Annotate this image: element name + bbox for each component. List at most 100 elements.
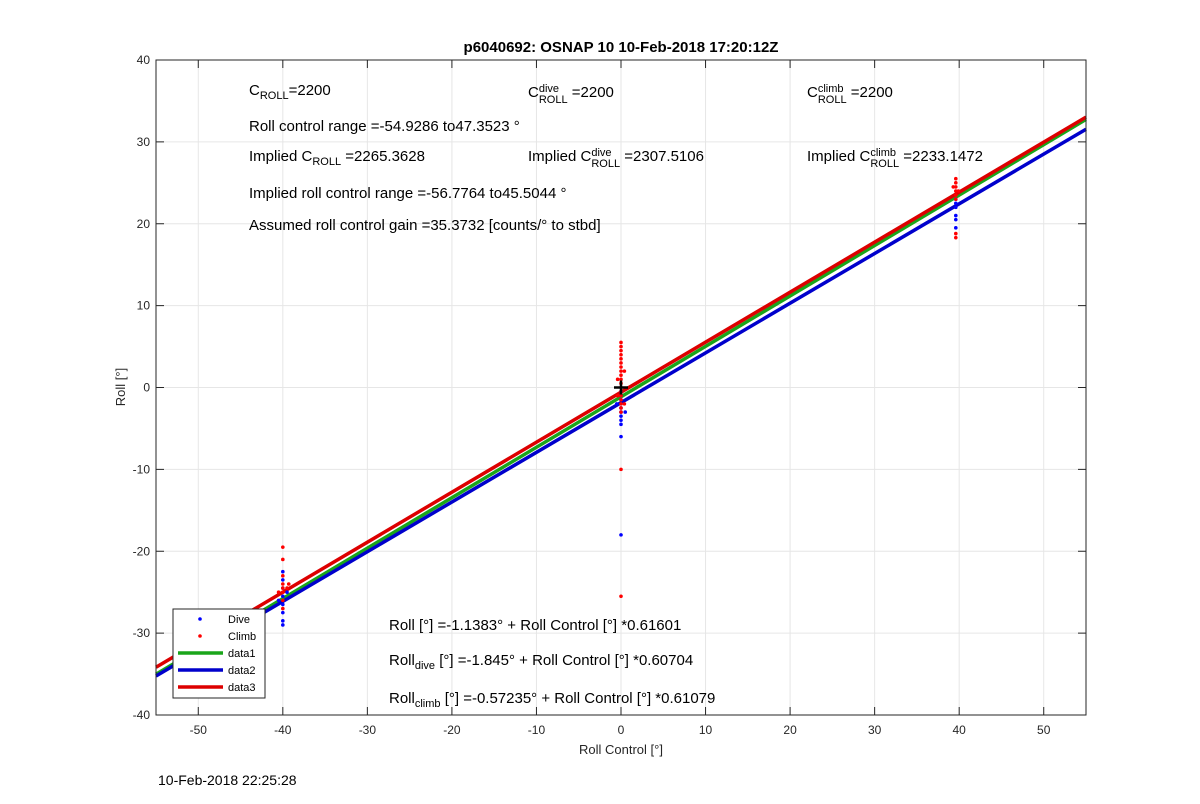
eq-dive-sub: dive <box>414 660 436 672</box>
equation-climb: Rollclimb [°] =-0.57235° + Roll Control … <box>389 690 715 710</box>
c-roll-annotation: CROLL=2200 <box>249 82 331 102</box>
legend-label-dive: Dive <box>228 614 250 626</box>
equation-all: Roll [°] =-1.1383° + Roll Control [°] *0… <box>389 617 682 634</box>
x-tick-label: 50 <box>1037 723 1051 737</box>
y-tick-label: 10 <box>137 299 151 313</box>
point-climb <box>619 377 623 382</box>
legend: Dive Climb data1 data2 data3 <box>172 608 266 699</box>
point-climb <box>619 402 623 406</box>
implied-climb-value: =2233.1472 <box>903 148 983 165</box>
point-dive <box>281 569 285 574</box>
footer-timestamp: 10-Feb-2018 22:25:28 <box>158 772 297 788</box>
point-dive <box>614 402 619 406</box>
x-tick-label: -30 <box>359 723 377 737</box>
point-dive <box>954 226 958 230</box>
point-climb <box>619 340 623 345</box>
point-climb <box>281 606 285 611</box>
implied-dive-value: =2307.5106 <box>624 148 704 165</box>
point-dive <box>276 598 281 603</box>
c-climb-sup: climb <box>817 83 844 95</box>
eq-climb-base: Roll <box>389 690 415 707</box>
y-tick-label: 20 <box>137 217 151 231</box>
legend-label-data1: data1 <box>228 648 256 660</box>
point-dive <box>281 623 285 627</box>
y-tick-label: -30 <box>133 626 151 640</box>
c-roll-value: =2200 <box>288 82 331 99</box>
point-climb <box>619 344 623 349</box>
point-climb <box>615 377 620 382</box>
legend-label-climb: Climb <box>228 631 256 643</box>
x-tick-label: 10 <box>699 723 713 737</box>
point-climb <box>619 397 623 402</box>
point-dive <box>954 213 958 218</box>
point-climb <box>619 467 623 472</box>
point-climb <box>285 586 289 590</box>
point-climb <box>619 369 623 373</box>
implied-dive-sup: dive <box>591 147 612 159</box>
point-dive <box>954 205 958 210</box>
chart-title: p6040692: OSNAP 10 10-Feb-2018 17:20:12Z <box>464 39 779 56</box>
y-tick-label: 40 <box>137 53 151 67</box>
point-climb <box>619 393 623 398</box>
point-dive <box>619 414 623 418</box>
point-climb <box>286 582 291 586</box>
y-tick-label: 0 <box>143 381 150 395</box>
point-climb <box>954 185 958 189</box>
point-climb <box>954 231 958 236</box>
c-dive-sup: dive <box>538 83 560 95</box>
point-dive <box>281 578 285 582</box>
point-climb <box>619 352 623 357</box>
c-climb-sub: ROLL <box>817 94 847 106</box>
c-dive-value: =2200 <box>571 84 614 101</box>
point-climb <box>954 176 958 181</box>
x-tick-label: 20 <box>783 723 797 737</box>
point-climb <box>615 393 620 398</box>
eq-climb-sub: climb <box>414 698 441 710</box>
x-tick-label: -40 <box>274 723 292 737</box>
implied-c-roll: Implied CROLL =2265.3628 <box>249 148 425 168</box>
point-dive <box>281 610 285 615</box>
c-dive-sub: ROLL <box>538 94 568 106</box>
point-climb <box>619 365 623 369</box>
point-dive <box>623 410 628 414</box>
point-dive <box>285 590 289 594</box>
point-dive <box>619 533 623 537</box>
implied-range: Implied roll control range =-56.7764 to4… <box>249 185 567 202</box>
c-climb-value: =2200 <box>850 84 893 101</box>
point-climb <box>954 189 958 193</box>
eq-dive-base: Roll <box>389 652 415 669</box>
roll-control-range: Roll control range =-54.9286 to47.3523 ° <box>249 118 520 135</box>
point-climb <box>619 348 623 353</box>
point-dive <box>619 422 623 427</box>
x-tick-label: -10 <box>528 723 546 737</box>
point-climb <box>954 235 958 240</box>
x-tick-label: -20 <box>443 723 461 737</box>
y-tick-label: -40 <box>133 708 151 722</box>
point-climb <box>281 586 285 590</box>
implied-roll-prefix: Implied C <box>249 148 313 165</box>
x-tick-label: 0 <box>618 723 625 737</box>
y-tick-label: -10 <box>133 462 151 476</box>
c-roll-sub: ROLL <box>259 90 289 102</box>
implied-climb-prefix: Implied C <box>807 148 871 165</box>
eq-dive-rest: [°] =-1.845° + Roll Control [°] *0.60704 <box>439 652 694 669</box>
point-climb <box>281 574 285 578</box>
point-dive <box>954 217 958 222</box>
implied-climb-sub: ROLL <box>870 158 900 170</box>
assumed-gain: Assumed roll control gain =35.3732 [coun… <box>249 217 601 234</box>
legend-label-data2: data2 <box>228 665 256 677</box>
point-climb <box>951 185 956 189</box>
legend-label-data3: data3 <box>228 682 256 694</box>
x-tick-label: 30 <box>868 723 882 737</box>
y-axis-label: Roll [°] <box>113 368 128 406</box>
axis-ticks: -50 -40 -30 -20 -10 0 10 20 30 40 50 -40 -30 -20 -10 0 1… <box>133 53 1086 737</box>
x-axis-label: Roll Control [°] <box>579 742 663 757</box>
y-tick-label: -20 <box>133 544 151 558</box>
x-tick-label: 40 <box>953 723 967 737</box>
point-climb <box>281 582 285 586</box>
point-climb <box>622 369 627 373</box>
implied-roll-value: =2265.3628 <box>345 148 425 165</box>
implied-dive-prefix: Implied C <box>528 148 592 165</box>
